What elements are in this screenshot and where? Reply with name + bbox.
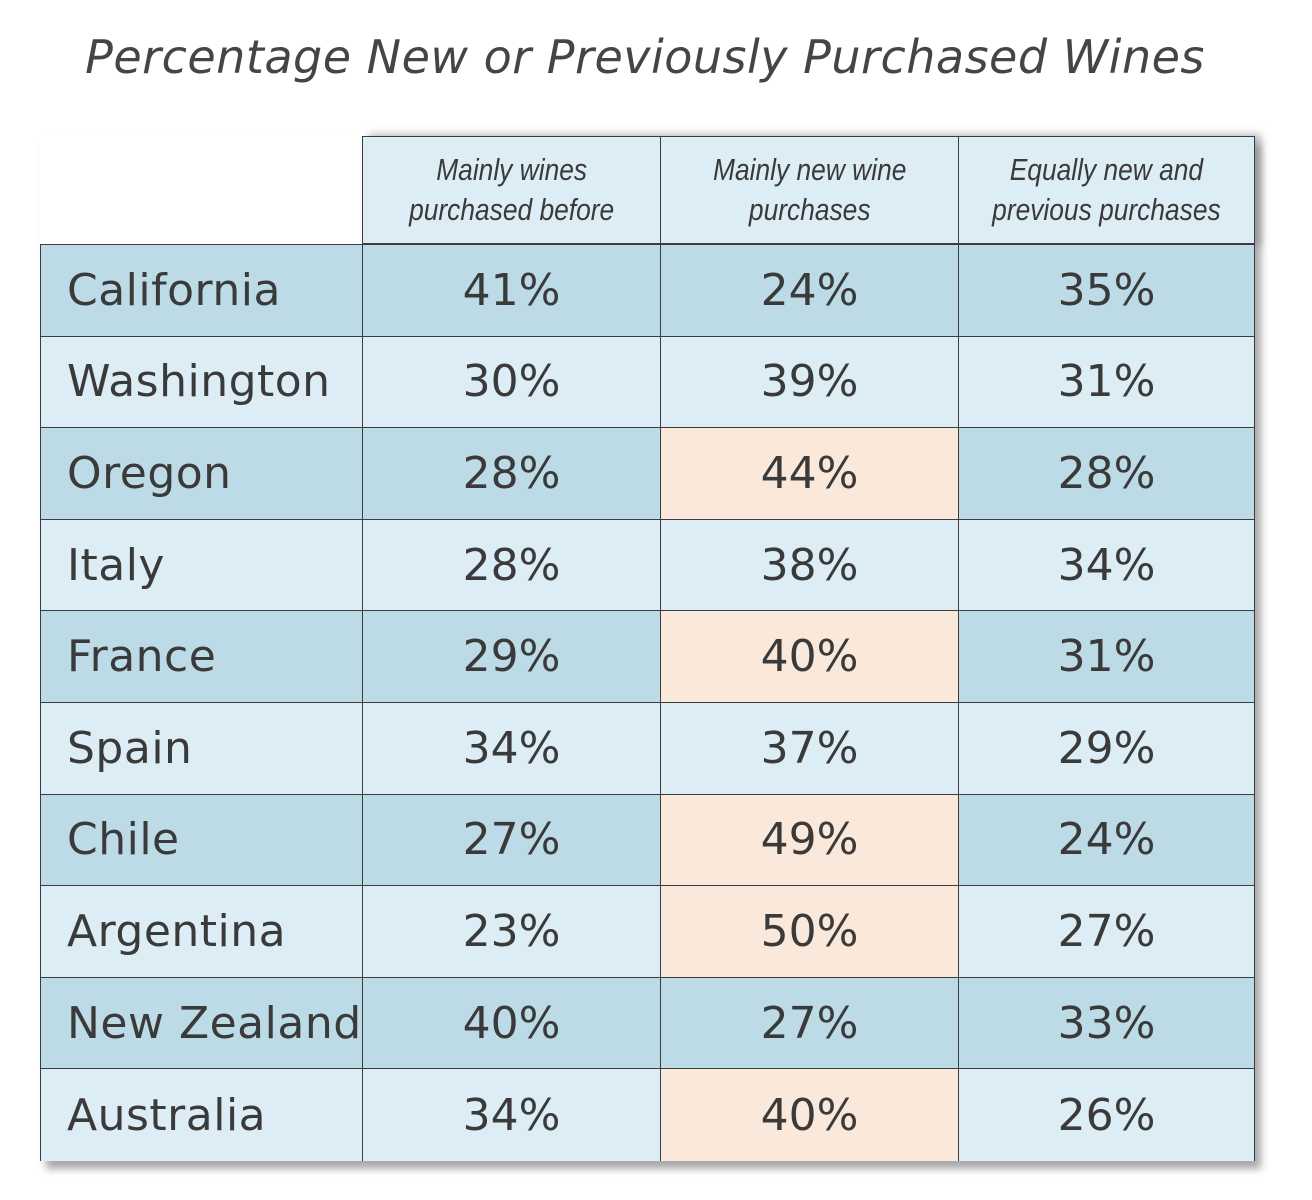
row-label: California bbox=[41, 245, 363, 336]
table-cell: 27% bbox=[363, 794, 661, 886]
table-cell: 39% bbox=[661, 336, 959, 428]
table-cell: 49% bbox=[661, 794, 959, 886]
table-cell: 29% bbox=[363, 611, 661, 702]
row-label: New Zealand bbox=[41, 977, 363, 1069]
table-row: Italy 28% 38% 34% bbox=[41, 519, 1254, 612]
column-header: Mainly wines purchased before bbox=[362, 136, 660, 244]
table-cell: 28% bbox=[363, 428, 661, 519]
column-header-row: Mainly wines purchased before Mainly new… bbox=[362, 136, 1255, 244]
data-table: Mainly wines purchased before Mainly new… bbox=[40, 134, 1261, 1169]
table-cell: 33% bbox=[1057, 997, 1156, 1049]
table-cell: 31% bbox=[1057, 356, 1156, 408]
table-cell: 40% bbox=[661, 611, 959, 702]
table-cell: 50% bbox=[661, 886, 959, 977]
column-header: Equally new and previous purchases bbox=[958, 136, 1255, 244]
table-cell: 35% bbox=[1057, 264, 1156, 316]
table-cell: 23% bbox=[363, 886, 661, 977]
table-row: Spain 34% 37% 29% bbox=[41, 702, 1254, 795]
row-label: Spain bbox=[41, 702, 363, 794]
table-cell: 34% bbox=[1057, 539, 1156, 591]
table-cell: 31% bbox=[1057, 631, 1156, 683]
table-cell: 37% bbox=[661, 702, 959, 794]
table-cell: 29% bbox=[1057, 722, 1156, 774]
table-row: Australia 34% 40% 26% bbox=[41, 1069, 1254, 1161]
row-label: Argentina bbox=[41, 886, 363, 977]
chart-title: Percentage New or Previously Purchased W… bbox=[85, 30, 1205, 84]
column-header-label: Mainly new wine purchases bbox=[712, 152, 907, 227]
row-label: France bbox=[41, 611, 363, 702]
table-row: New Zealand 40% 27% 33% bbox=[41, 977, 1254, 1070]
table-row: Argentina 23% 50% 27% bbox=[41, 886, 1254, 978]
table-row: Washington 30% 39% 31% bbox=[41, 336, 1254, 429]
table-cell: 40% bbox=[363, 977, 661, 1069]
table-cell: 27% bbox=[1057, 905, 1156, 957]
table-cell: 41% bbox=[363, 245, 661, 336]
table-cell: 34% bbox=[363, 1069, 661, 1161]
table-cell: 24% bbox=[661, 245, 959, 336]
table-row: Oregon 28% 44% 28% bbox=[41, 428, 1254, 520]
column-header-label: Mainly wines purchased before bbox=[408, 152, 615, 227]
row-label: Chile bbox=[41, 794, 363, 886]
table-cell: 28% bbox=[363, 519, 661, 611]
table-cell: 34% bbox=[363, 702, 661, 794]
table-cell: 27% bbox=[661, 977, 959, 1069]
table-cell: 28% bbox=[1057, 447, 1156, 499]
table-body: California 41% 24% 35% Washington 30% 39% 31% Or… bbox=[40, 244, 1255, 1161]
table-cell: 40% bbox=[661, 1069, 959, 1161]
row-label: Australia bbox=[41, 1069, 363, 1161]
table-cell: 24% bbox=[1057, 814, 1156, 866]
row-label: Italy bbox=[41, 519, 363, 611]
column-header-label: Equally new and previous purchases bbox=[992, 152, 1221, 227]
table-row: France 29% 40% 31% bbox=[41, 611, 1254, 703]
table-cell: 26% bbox=[1057, 1089, 1156, 1141]
blank-corner bbox=[40, 136, 362, 244]
column-header: Mainly new wine purchases bbox=[660, 136, 958, 244]
table-cell: 38% bbox=[661, 519, 959, 611]
row-label: Washington bbox=[41, 336, 363, 428]
table-row: California 41% 24% 35% bbox=[41, 245, 1254, 337]
table-cell: 30% bbox=[363, 336, 661, 428]
table-cell: 44% bbox=[661, 428, 959, 519]
table-row: Chile 27% 49% 24% bbox=[41, 794, 1254, 887]
row-label: Oregon bbox=[41, 428, 363, 519]
